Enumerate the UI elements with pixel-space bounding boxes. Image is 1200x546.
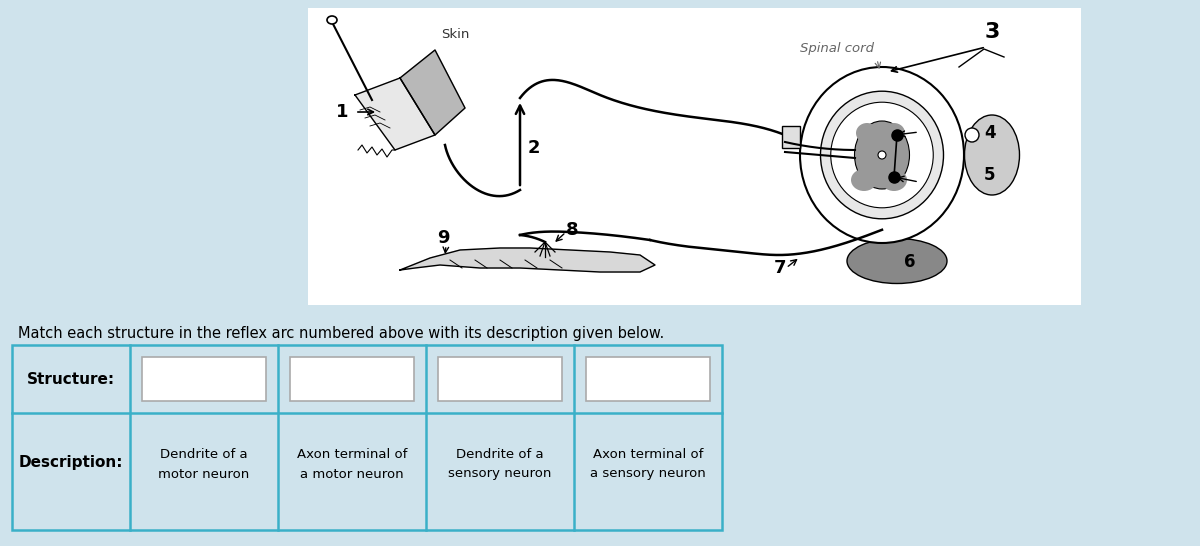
Text: 6: 6 (905, 253, 916, 271)
Text: 1: 1 (336, 103, 348, 121)
Text: Skin: Skin (440, 28, 469, 41)
Bar (782, 126, 800, 148)
Ellipse shape (854, 121, 910, 189)
Ellipse shape (881, 169, 907, 191)
Text: Axon terminal of: Axon terminal of (296, 448, 407, 460)
Text: Description:: Description: (19, 455, 124, 471)
Text: Dendrite of a: Dendrite of a (456, 448, 544, 460)
Ellipse shape (856, 123, 878, 143)
Text: motor neuron: motor neuron (158, 467, 250, 480)
Text: Axon terminal of: Axon terminal of (593, 448, 703, 460)
Ellipse shape (847, 239, 947, 283)
Bar (586, 357, 710, 401)
Text: a motor neuron: a motor neuron (300, 467, 404, 480)
Bar (12, 345, 722, 530)
Ellipse shape (326, 16, 337, 24)
Text: 9: 9 (437, 229, 449, 247)
Polygon shape (355, 78, 436, 150)
Text: Spinal cord: Spinal cord (800, 42, 874, 55)
Text: Match each structure in the reflex arc numbered above with its description given: Match each structure in the reflex arc n… (18, 326, 665, 341)
Polygon shape (400, 50, 466, 135)
Ellipse shape (821, 91, 943, 219)
Bar (438, 357, 562, 401)
Polygon shape (400, 248, 655, 272)
Ellipse shape (883, 123, 905, 143)
Text: 8: 8 (565, 221, 578, 239)
Circle shape (965, 128, 979, 142)
Bar (308, 8, 1081, 305)
Circle shape (878, 151, 886, 159)
Text: a sensory neuron: a sensory neuron (590, 467, 706, 480)
Ellipse shape (830, 102, 934, 208)
Text: 2: 2 (528, 139, 540, 157)
Text: 4: 4 (984, 124, 996, 142)
Ellipse shape (965, 115, 1020, 195)
Text: Structure:: Structure: (26, 371, 115, 387)
Text: Dendrite of a: Dendrite of a (160, 448, 248, 460)
Ellipse shape (800, 67, 964, 243)
Bar (290, 357, 414, 401)
Ellipse shape (851, 169, 877, 191)
Bar (142, 357, 266, 401)
Text: 7: 7 (774, 259, 786, 277)
Text: 3: 3 (984, 22, 1000, 42)
Text: sensory neuron: sensory neuron (449, 467, 552, 480)
Text: 5: 5 (984, 166, 996, 184)
